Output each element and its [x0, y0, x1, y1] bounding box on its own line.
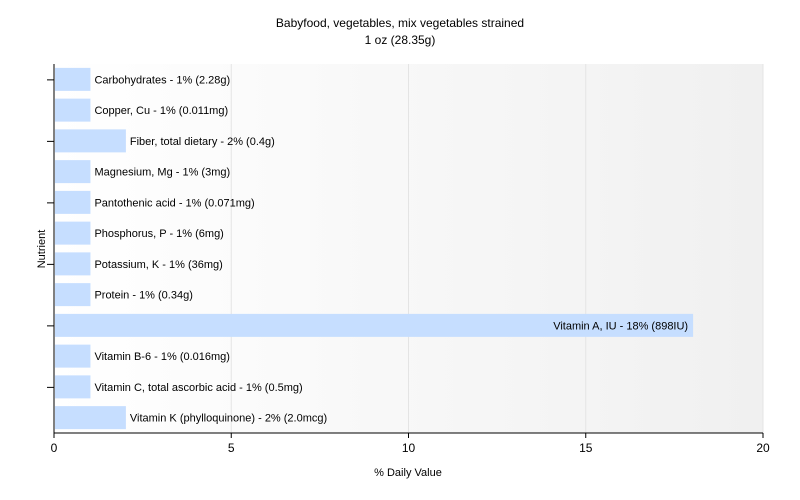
- x-tick-label-3: 15: [579, 441, 593, 455]
- bar-label-11: Vitamin K (phylloquinone) - 2% (2.0mcg): [130, 413, 327, 425]
- bar-label-10: Vitamin C, total ascorbic acid - 1% (0.5…: [94, 382, 302, 394]
- bar-label-4: Pantothenic acid - 1% (0.071mg): [94, 197, 254, 209]
- bar-label-7: Protein - 1% (0.34g): [94, 290, 192, 302]
- x-tick-label-4: 20: [756, 441, 770, 455]
- x-tick-label-0: 0: [51, 441, 58, 455]
- bar-label-0: Carbohydrates - 1% (2.28g): [94, 74, 230, 86]
- bar-4: [55, 190, 91, 214]
- bar-1: [55, 98, 91, 122]
- chart-title: Babyfood, vegetables, mix vegetables str…: [276, 16, 524, 30]
- chart-subtitle: 1 oz (28.35g): [365, 33, 436, 47]
- bar-label-2: Fiber, total dietary - 2% (0.4g): [130, 136, 275, 148]
- bar-3: [55, 160, 91, 184]
- bar-label-1: Copper, Cu - 1% (0.011mg): [94, 105, 228, 117]
- bar-label-6: Potassium, K - 1% (36mg): [94, 259, 222, 271]
- bar-8: [55, 313, 694, 337]
- gridlines: [230, 64, 764, 433]
- bar-5: [55, 221, 91, 245]
- x-tick-label-2: 10: [402, 441, 416, 455]
- bar-label-3: Magnesium, Mg - 1% (3mg): [94, 167, 230, 179]
- bar-label-5: Phosphorus, P - 1% (6mg): [94, 228, 223, 240]
- bar-7: [55, 283, 91, 307]
- bar-2: [55, 129, 126, 153]
- bar-6: [55, 252, 91, 276]
- x-tick-label-1: 5: [228, 441, 235, 455]
- y-axis-title: Nutrient: [36, 230, 48, 269]
- x-axis-title: % Daily Value: [374, 467, 442, 479]
- axes: 0 5 10 15 20: [47, 64, 770, 455]
- bar-10: [55, 375, 91, 399]
- bars: Carbohydrates - 1% (2.28g) Copper, Cu - 1…: [55, 67, 694, 430]
- bar-9: [55, 344, 91, 368]
- bar-label-8: Vitamin A, IU - 18% (898IU): [553, 320, 688, 332]
- bar-0: [55, 67, 91, 91]
- bar-label-9: Vitamin B-6 - 1% (0.016mg): [94, 351, 230, 363]
- bar-11: [55, 406, 126, 430]
